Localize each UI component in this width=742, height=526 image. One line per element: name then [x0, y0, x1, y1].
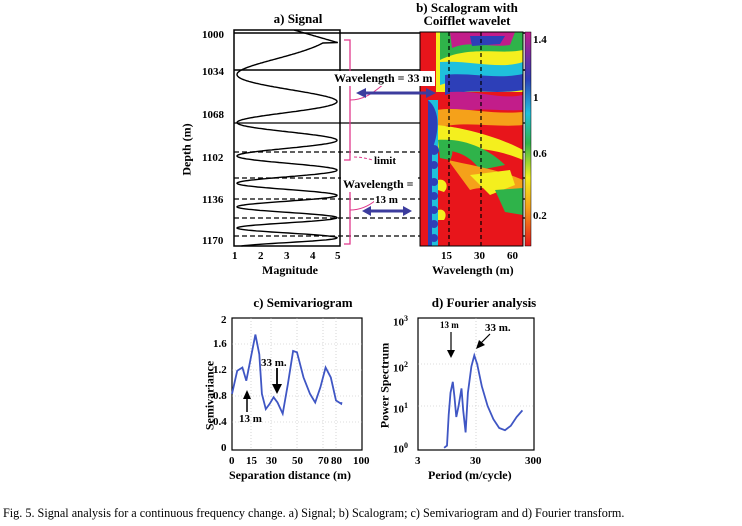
panel-d-ytick: 100	[393, 441, 408, 456]
panel-d-ann-33: 33 m.	[485, 322, 511, 334]
panel-a-ytick: 1102	[202, 152, 224, 164]
panel-b-xlabel: Wavelength (m)	[432, 263, 514, 277]
panel-a-signal-line	[236, 29, 339, 247]
limit-label: limit	[373, 155, 397, 167]
panel-d-grid	[418, 318, 534, 450]
panel-b-xtick: 30	[474, 250, 485, 262]
panel-b-title-line2: Coifflet wavelet	[423, 13, 511, 28]
semivariogram-line	[231, 334, 363, 417]
panel-d-ann-13: 13 m	[440, 320, 459, 330]
panel-a-ytick: 1136	[202, 194, 224, 206]
figure-caption: Fig. 5. Signal analysis for a continuous…	[3, 506, 625, 520]
panel-c-ann-13: 13 m	[239, 413, 262, 425]
panel-b-title-line1: b) Scalogram with	[416, 0, 518, 15]
panel-a-xtick: 5	[335, 250, 341, 262]
panel-c-ytick: 1.6	[213, 338, 227, 350]
panel-d-ytick: 102	[393, 360, 408, 375]
colorbar-tick: 1.4	[533, 34, 547, 46]
panel-a-ytick: 1068	[202, 109, 224, 121]
panel-c-xtick: 100	[353, 455, 370, 467]
panel-c-ytick: 1.2	[213, 364, 227, 376]
panel-d-ytick: 103	[393, 314, 408, 329]
panel-c-xlabel: Separation distance (m)	[229, 468, 351, 482]
panel-d-xtick: 300	[525, 455, 542, 467]
panel-a-xtick: 4	[310, 250, 316, 262]
panel-a-ytick: 1000	[202, 29, 224, 41]
colorbar-tick: 1	[533, 92, 539, 104]
colorbar-tick: 0.2	[533, 210, 547, 222]
colorbar	[524, 31, 532, 247]
panel-a-frame	[233, 29, 341, 247]
panel-b-xtick: 15	[441, 250, 452, 262]
panel-a-xlabel: Magnitude	[262, 263, 319, 277]
wavelength-13-label-line1: Wavelength =	[341, 177, 416, 192]
panel-c-grid	[232, 318, 362, 450]
colorbar-tick: 0.6	[533, 148, 547, 160]
panel-c-title: c) Semivariogram	[253, 295, 353, 310]
panel-c-ytick: 0	[221, 442, 227, 454]
wavelength-13-label-line2: 13 m	[374, 194, 399, 206]
panel-d-xtick: 30	[470, 455, 481, 467]
panel-c-xtick: 80	[331, 455, 342, 467]
wavelength-33-label: Wavelength = 33 m	[332, 71, 435, 86]
panel-a-xtick: 2	[258, 250, 264, 262]
panel-d-title: d) Fourier analysis	[431, 295, 537, 310]
panel-c-ann-33: 33 m.	[261, 357, 287, 369]
panel-a-ytick: 1170	[202, 235, 224, 247]
limit-pointer	[353, 156, 381, 163]
panel-a-xtick: 1	[232, 250, 238, 262]
panel-d-xtick: 3	[415, 455, 421, 467]
panel-c-ytick: 2	[221, 314, 227, 326]
scalogram-image	[420, 32, 523, 246]
panel-c-xtick: 50	[292, 455, 303, 467]
panel-d-ytick: 101	[393, 401, 408, 416]
fourier-line	[443, 352, 524, 449]
panel-b-xtick: 60	[507, 250, 518, 262]
panel-c-xtick: 70	[318, 455, 329, 467]
panel-c-xtick: 0	[229, 455, 235, 467]
panel-a-title: a) Signal	[273, 11, 323, 26]
panel-c-ytick: 0.4	[213, 416, 227, 428]
panel-a-ytick: 1034	[202, 66, 224, 78]
panel-c-ytick: 0.8	[213, 390, 227, 402]
panel-c-xtick: 30	[266, 455, 277, 467]
panel-c-xtick: 15	[246, 455, 257, 467]
panel-a-xtick: 3	[284, 250, 290, 262]
panel-d-xlabel: Period (m/cycle)	[428, 468, 512, 482]
